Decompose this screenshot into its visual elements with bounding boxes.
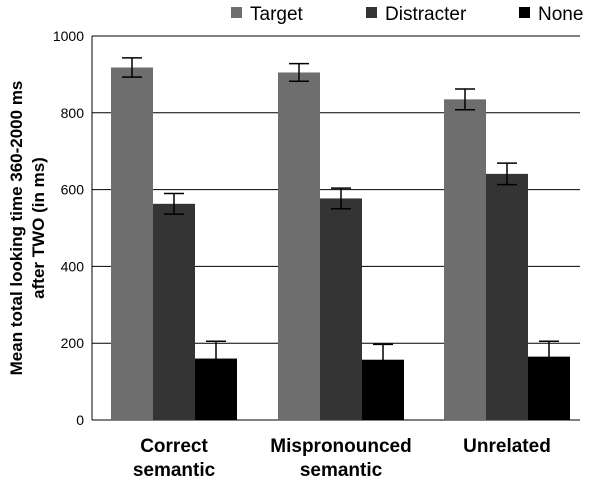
error-bars bbox=[122, 57, 559, 377]
x-category-label: Correct bbox=[140, 436, 208, 457]
x-category-label-line2: semantic bbox=[300, 460, 383, 481]
x-category-label: Unrelated bbox=[463, 436, 551, 457]
legend: Target Distracter None bbox=[231, 4, 583, 25]
y-tick-label: 400 bbox=[61, 258, 85, 274]
legend-label-target: Target bbox=[250, 4, 304, 25]
x-category-label: Mispronounced bbox=[270, 436, 411, 457]
y-tick-label: 800 bbox=[61, 105, 85, 121]
legend-swatch-target bbox=[231, 7, 242, 18]
bar-distracter-2 bbox=[486, 173, 528, 420]
y-axis-title-line2: after TWO (in ms) bbox=[29, 157, 48, 299]
bar-target-1 bbox=[278, 72, 320, 420]
legend-swatch-distracter bbox=[366, 7, 377, 18]
bar-distracter-0 bbox=[153, 203, 195, 420]
legend-label-distracter: Distracter bbox=[385, 4, 467, 25]
y-tick-labels: 0 200 400 600 800 1000 bbox=[53, 28, 84, 428]
bar-distracter-1 bbox=[320, 198, 362, 420]
y-tick-label: 200 bbox=[61, 335, 85, 351]
y-axis-title-line1: Mean total looking time 360-2000 ms bbox=[7, 81, 26, 376]
x-category-label-line2: semantic bbox=[133, 460, 216, 481]
y-tick-label: 0 bbox=[76, 412, 84, 428]
bars bbox=[111, 67, 570, 421]
bar-target-2 bbox=[444, 99, 486, 421]
y-tick-label: 600 bbox=[61, 182, 85, 198]
x-category-labels: Correct semantic Mispronounced semantic Unre… bbox=[133, 436, 551, 481]
bar-target-0 bbox=[111, 67, 153, 420]
y-tick-label: 1000 bbox=[53, 28, 84, 44]
legend-label-none: None bbox=[538, 4, 583, 25]
legend-swatch-none bbox=[519, 7, 530, 18]
